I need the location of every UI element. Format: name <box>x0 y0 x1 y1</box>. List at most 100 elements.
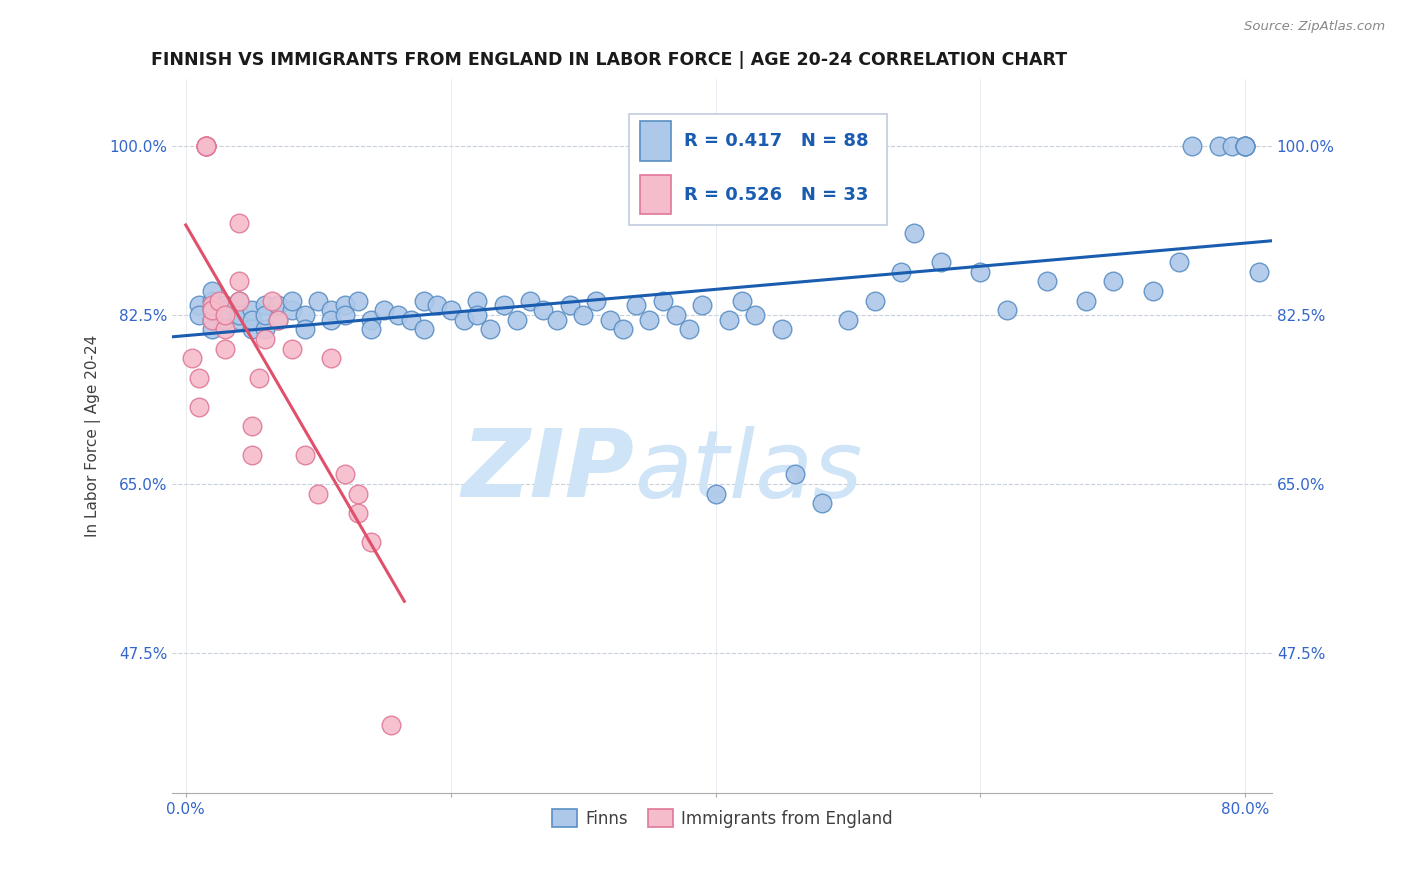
FancyBboxPatch shape <box>628 114 887 225</box>
Point <box>612 322 634 336</box>
Point <box>181 351 204 366</box>
Point <box>280 303 302 318</box>
FancyBboxPatch shape <box>640 121 671 161</box>
Point <box>321 303 343 318</box>
Point <box>294 322 316 336</box>
Point <box>267 313 290 327</box>
Point <box>373 303 395 318</box>
Text: ZIP: ZIP <box>461 425 634 517</box>
Point <box>228 308 250 322</box>
Point <box>783 467 806 482</box>
Point <box>387 308 409 322</box>
Point <box>214 313 236 327</box>
Point <box>240 322 263 336</box>
Point <box>188 400 211 414</box>
Point <box>333 467 356 482</box>
Point <box>465 308 488 322</box>
Point <box>1234 139 1257 153</box>
Point <box>188 298 211 312</box>
Point <box>194 139 217 153</box>
Point <box>492 298 515 312</box>
Point <box>228 293 250 308</box>
Point <box>214 303 236 318</box>
Point <box>214 308 236 322</box>
Point <box>1168 255 1191 269</box>
Point <box>214 308 236 322</box>
Point <box>321 313 343 327</box>
Point <box>214 322 236 336</box>
Point <box>208 293 231 308</box>
Point <box>651 293 673 308</box>
Point <box>194 139 217 153</box>
Point <box>863 293 886 308</box>
Point <box>228 313 250 327</box>
Point <box>678 322 700 336</box>
Point <box>546 313 568 327</box>
Point <box>201 303 224 318</box>
Point <box>240 419 263 434</box>
Point <box>599 313 621 327</box>
Point <box>333 308 356 322</box>
Point <box>413 322 436 336</box>
Point <box>321 351 343 366</box>
Point <box>399 313 422 327</box>
Point <box>188 308 211 322</box>
Point <box>347 293 370 308</box>
Point <box>1142 284 1164 298</box>
Point <box>254 298 277 312</box>
Point <box>440 303 463 318</box>
Point <box>929 255 952 269</box>
Point <box>479 322 502 336</box>
Point <box>1247 264 1270 278</box>
Point <box>228 274 250 288</box>
Point <box>1035 274 1057 288</box>
Point <box>1102 274 1125 288</box>
Point <box>770 322 793 336</box>
Point <box>1234 139 1257 153</box>
Point <box>731 293 754 308</box>
Point <box>585 293 607 308</box>
Point <box>692 298 714 312</box>
Point <box>240 303 263 318</box>
Text: atlas: atlas <box>634 425 862 516</box>
Point <box>201 322 224 336</box>
Point <box>380 718 402 732</box>
Point <box>228 216 250 230</box>
Point <box>214 298 236 312</box>
Point <box>1208 139 1230 153</box>
Point <box>201 303 224 318</box>
Point <box>194 139 217 153</box>
Point <box>453 313 475 327</box>
Point <box>531 303 554 318</box>
Point <box>624 298 647 312</box>
Point <box>280 342 302 356</box>
Point <box>267 313 290 327</box>
Point <box>1234 139 1257 153</box>
Point <box>333 298 356 312</box>
Point <box>201 313 224 327</box>
Point <box>413 293 436 308</box>
Point <box>506 313 529 327</box>
Point <box>519 293 541 308</box>
Point <box>665 308 688 322</box>
Point <box>280 293 302 308</box>
Point <box>903 226 925 240</box>
Point <box>201 284 224 298</box>
Point <box>426 298 449 312</box>
Text: R = 0.417   N = 88: R = 0.417 N = 88 <box>683 132 869 150</box>
Point <box>254 308 277 322</box>
Point <box>307 293 329 308</box>
Point <box>810 496 832 510</box>
Point <box>558 298 581 312</box>
Point <box>260 293 283 308</box>
Point <box>240 313 263 327</box>
Point <box>201 313 224 327</box>
Point <box>240 448 263 462</box>
FancyBboxPatch shape <box>640 175 671 214</box>
Point <box>347 486 370 500</box>
Point <box>254 332 277 346</box>
Point <box>347 506 370 520</box>
Point <box>194 139 217 153</box>
Point <box>228 293 250 308</box>
Point <box>717 313 740 327</box>
